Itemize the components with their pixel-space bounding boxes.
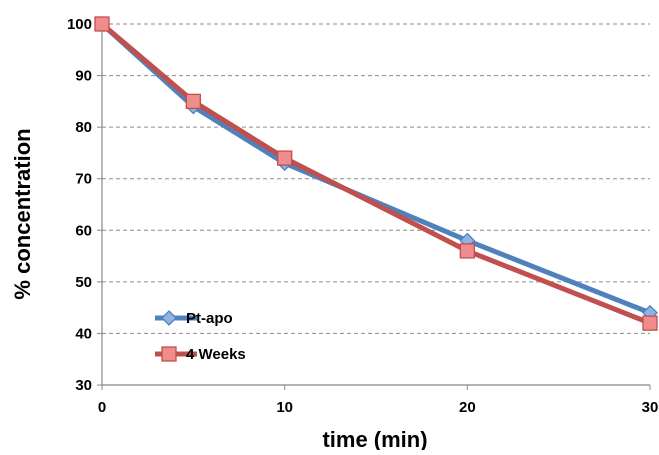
x-tick-label: 20 (459, 399, 476, 416)
y-tick-label: 100 (67, 16, 92, 33)
series-4-weeks (94, 16, 658, 331)
legend-label: 4 Weeks (186, 346, 246, 363)
y-tick-label: 70 (75, 171, 92, 188)
x-tick-label: 10 (276, 399, 293, 416)
x-tick-label: 30 (642, 399, 659, 416)
data-point (642, 315, 658, 331)
data-point (185, 93, 201, 110)
y-axis-title: % concentration (10, 128, 35, 299)
legend-marker (161, 310, 177, 326)
y-tick-label: 40 (75, 325, 92, 342)
x-axis-title: time (min) (322, 427, 427, 450)
legend-marker (161, 346, 177, 362)
data-point (459, 243, 475, 259)
data-point (94, 16, 110, 32)
y-tick-label: 50 (75, 274, 92, 291)
series-line (99, 21, 653, 316)
y-tick-label: 80 (75, 119, 92, 136)
y-tick-label: 30 (75, 377, 92, 394)
series-group (94, 16, 658, 331)
x-tick-label: 0 (98, 399, 106, 416)
tick-labels: 30 40 50 60 70 80 90 100 0 10 20 30 (67, 16, 658, 416)
legend: Pt-apo 4 Weeks (155, 310, 246, 363)
data-point (277, 150, 293, 166)
axes (97, 22, 651, 390)
legend-item: 4 Weeks (155, 346, 246, 363)
y-tick-label: 60 (75, 222, 92, 239)
legend-item: Pt-apo (155, 310, 233, 327)
y-tick-label: 90 (75, 68, 92, 85)
legend-label: Pt-apo (186, 310, 233, 327)
grid-lines (102, 23, 650, 334)
series-pt-apo (94, 16, 658, 321)
